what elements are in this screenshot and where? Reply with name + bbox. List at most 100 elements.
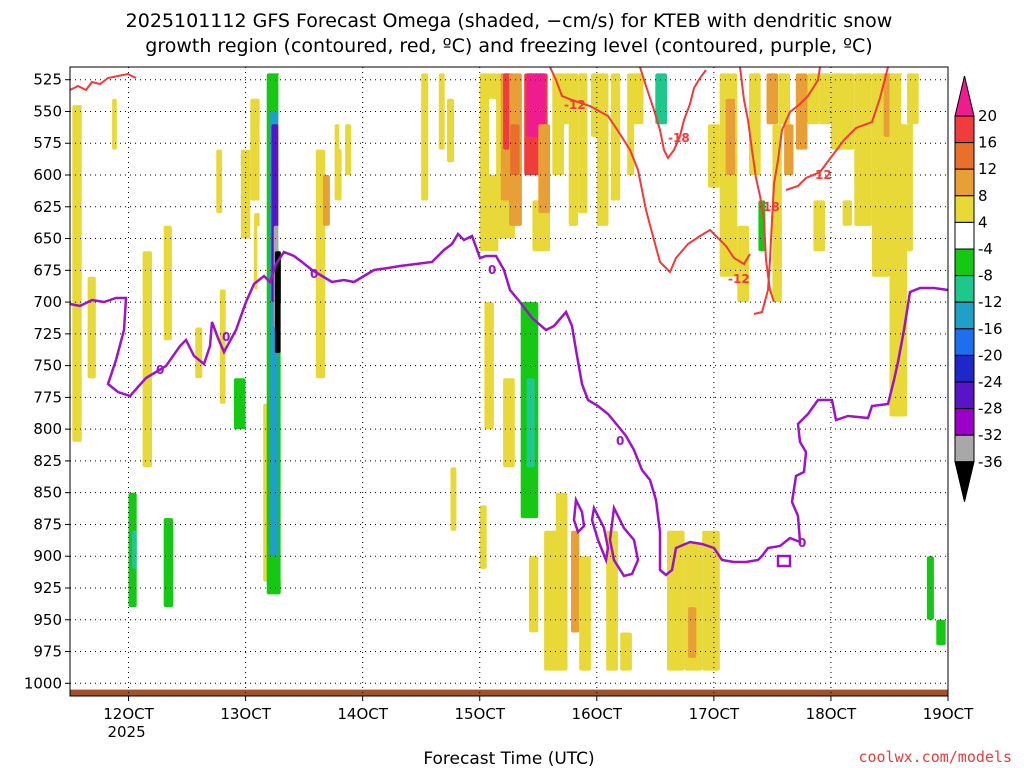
y-tick-label-700: 700 — [33, 293, 62, 311]
colorbar-label--32: -32 — [978, 426, 1003, 444]
colorbar-segment-7 — [954, 275, 975, 303]
colorbar-label-16: 16 — [978, 134, 997, 152]
y-tick-label-850: 850 — [33, 484, 62, 502]
colorbar-label--28: -28 — [978, 400, 1003, 418]
y-tick-label-775: 775 — [33, 388, 62, 406]
omega-cell-103 — [667, 73, 679, 252]
x-tick-label-12OCT: 12OCT — [103, 705, 154, 723]
omega-cell-99 — [643, 73, 656, 201]
omega-cell-18 — [195, 327, 203, 379]
omega-cell-65 — [479, 505, 487, 569]
ground-layer — [70, 689, 948, 696]
omega-cell-94 — [610, 73, 621, 201]
omega-cell-68 — [489, 98, 497, 175]
omega-cell-122 — [795, 73, 808, 150]
colorbar-segment-11 — [954, 381, 975, 410]
omega-cell-112 — [725, 98, 735, 175]
omega-cell-124 — [819, 73, 831, 125]
colorbar-label-20: 20 — [978, 107, 997, 125]
omega-cell-23 — [216, 149, 223, 214]
y-tick-label-1000: 1000 — [24, 674, 62, 692]
omega-cell-59 — [345, 124, 351, 175]
omega-cell-30 — [240, 149, 251, 239]
omega-cell-2 — [87, 276, 96, 379]
omega-cell-118 — [772, 124, 782, 303]
omega-cell-93 — [606, 530, 618, 671]
omega-cell-121 — [784, 124, 794, 175]
omega-cell-56 — [332, 225, 342, 493]
omega-cell-31 — [239, 518, 252, 620]
omega-cell-48 — [304, 200, 312, 303]
plot-frame — [69, 66, 949, 697]
omega-cell-110 — [708, 124, 720, 188]
omega-cell-58 — [339, 98, 347, 150]
colorbar-segment-10 — [954, 354, 975, 383]
x-tick-label-18OCT: 18OCT — [806, 705, 857, 723]
omega-cell-61 — [421, 73, 429, 201]
omega-cell-21 — [198, 276, 211, 328]
dgz-label-minus18-mid: -18 — [758, 200, 780, 214]
omega-cell-98 — [637, 378, 650, 531]
omega-cell-32 — [250, 98, 260, 201]
omega-cell-85 — [555, 492, 568, 671]
omega-cell-120 — [784, 175, 796, 328]
omega-cell-26 — [229, 187, 237, 226]
colorbar-label-12: 12 — [978, 160, 997, 178]
colorbar-segment-9 — [954, 328, 975, 356]
colorbar-segment-2 — [954, 142, 975, 170]
colorbar-segment-1 — [954, 115, 975, 144]
freezing-label-5: 0 — [616, 434, 624, 448]
colorbar-segment-4 — [954, 195, 975, 223]
freezing-label-2: 0 — [222, 330, 230, 344]
omega-cell-134 — [907, 73, 919, 125]
omega-cell-128 — [854, 73, 872, 226]
omega-cell-127 — [842, 200, 852, 226]
chart-title-line-1: 2025101112 GFS Forecast Omega (shaded, −… — [126, 10, 893, 32]
omega-cell-117 — [766, 73, 779, 125]
y-tick-label-925: 925 — [33, 579, 62, 597]
credit-text: coolwx.com/models — [858, 748, 1012, 766]
y-tick-label-800: 800 — [33, 420, 62, 438]
omega-cell-92 — [596, 73, 609, 226]
omega-cell-119 — [778, 73, 790, 125]
omega-cell-80 — [526, 73, 546, 137]
omega-cell-77 — [526, 378, 535, 468]
dgz-contour-minus12-b — [753, 66, 821, 315]
dgz-label-minus12-low: -12 — [728, 272, 750, 286]
omega-cell-107 — [688, 607, 697, 658]
omega-cell-109 — [702, 530, 720, 671]
y-tick-label-975: 975 — [33, 643, 62, 661]
y-tick-label-900: 900 — [33, 547, 62, 565]
colorbar-segment-8 — [954, 301, 975, 330]
omega-cell-53 — [318, 98, 328, 150]
omega-cell-29 — [233, 378, 246, 430]
y-tick-label-750: 750 — [33, 357, 62, 375]
omega-cell-3 — [105, 98, 114, 201]
omega-cell-4 — [112, 98, 117, 150]
colorbar-label--12: -12 — [978, 293, 1003, 311]
colorbar-segment-3 — [954, 168, 975, 197]
omega-cell-16 — [184, 175, 195, 239]
omega-shading-layer — [72, 73, 946, 671]
omega-cell-8 — [132, 530, 137, 569]
colorbar-segment-12 — [954, 408, 975, 436]
omega-cell-19 — [198, 73, 207, 188]
x-tick-label-15OCT: 15OCT — [454, 705, 505, 723]
freezing-label-1: 0 — [156, 363, 164, 377]
omega-cell-63 — [447, 98, 454, 163]
x-tick-label-16OCT: 16OCT — [572, 705, 623, 723]
omega-cell-43 — [274, 251, 281, 353]
colorbar-label--16: -16 — [978, 320, 1003, 338]
omega-cell-104 — [667, 530, 685, 671]
freezing-level-loop-1 — [572, 495, 586, 535]
x-tick-label-13OCT: 13OCT — [220, 705, 271, 723]
omega-cell-9 — [140, 73, 149, 201]
omega-cell-125 — [813, 200, 826, 252]
x-tick-label-14OCT: 14OCT — [337, 705, 388, 723]
dgz-label-minus12-right: -12 — [810, 168, 832, 182]
omega-cell-84 — [552, 73, 564, 176]
chart-title-line-2: growth region (contoured, red, ºC) and f… — [145, 35, 872, 57]
y-tick-label-550: 550 — [33, 102, 62, 120]
